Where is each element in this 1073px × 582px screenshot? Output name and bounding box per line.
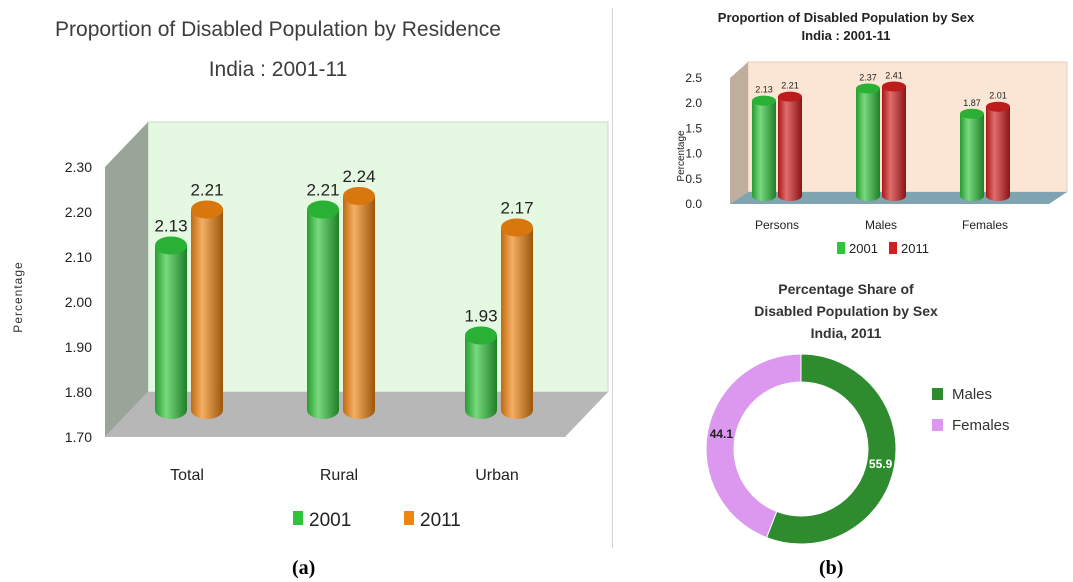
legend-swatch-2011	[404, 511, 414, 525]
y-tick-label: 2.10	[65, 249, 92, 265]
chart-residence-svg: Proportion of Disabled Population by Res…	[11, 18, 609, 531]
bar-females-2011	[986, 101, 1010, 201]
chart-title: Proportion of Disabled Population by Sex	[718, 10, 975, 25]
bar-persons-2001	[752, 95, 776, 201]
chart-subtitle: India : 2001-11	[802, 28, 891, 43]
legend-label-2011: 2011	[420, 510, 461, 531]
y-tick-label: 1.90	[65, 339, 92, 355]
category-label: Females	[962, 218, 1008, 232]
chart-sex: Proportion of Disabled Population by Sex…	[662, 0, 1073, 265]
y-tick-label: 1.70	[65, 429, 92, 445]
y-tick-label: 1.80	[65, 384, 92, 400]
chart-donut-svg: Percentage Share of Disabled Population …	[705, 281, 1010, 545]
slice-males	[765, 353, 897, 545]
chart-title-line-2: Disabled Population by Sex	[754, 303, 938, 319]
legend-label-2001: 2001	[849, 241, 878, 256]
y-tick-label: 0.0	[685, 197, 702, 211]
data-label: 2.21	[306, 181, 339, 200]
y-tick-label: 1.0	[685, 147, 702, 161]
y-tick-label: 2.20	[65, 204, 92, 220]
chart-title-line-1: Percentage Share of	[778, 281, 914, 297]
chart-sex-svg: Proportion of Disabled Population by Sex…	[676, 10, 1068, 256]
bar-persons-2011	[778, 91, 802, 201]
y-tick-label: 2.00	[65, 294, 92, 310]
data-label: 2.17	[500, 199, 533, 218]
bar-urban-2011	[501, 218, 533, 419]
category-label: Males	[865, 218, 897, 232]
category-label: Urban	[475, 467, 519, 484]
y-tick-label: 2.30	[65, 159, 92, 175]
chart-title: Proportion of Disabled Population by Res…	[55, 18, 501, 41]
bar-females-2001	[960, 108, 984, 201]
legend-swatch-2001	[837, 242, 845, 254]
y-axis-label: Percentage	[676, 130, 687, 182]
y-tick-label: 1.5	[685, 121, 702, 135]
legend-label-2011: 2011	[901, 241, 929, 256]
chart-residence: Proportion of Disabled Population by Res…	[11, 18, 609, 531]
data-label: 2.13	[755, 85, 773, 95]
legend-swatch-2011	[889, 242, 897, 254]
data-label: 2.41	[885, 71, 903, 81]
y-tick-label: 2.0	[685, 96, 702, 110]
caption-b: (b)	[819, 557, 844, 579]
chart-subtitle: India : 2001-11	[209, 58, 348, 81]
side-wall	[105, 122, 148, 437]
chart-title-line-3: India, 2011	[811, 325, 882, 341]
data-label: 1.93	[464, 307, 497, 326]
bar-males-2001	[856, 83, 880, 201]
chart-donut: Percentage Share of Disabled Population …	[662, 268, 1073, 568]
y-tick-label: 0.5	[685, 172, 702, 186]
y-tick-label: 2.5	[685, 71, 702, 85]
panel-divider	[612, 8, 613, 548]
bar-rural-2011	[343, 187, 375, 419]
bar-total-2001	[155, 236, 187, 419]
data-label: 2.21	[190, 181, 223, 200]
bar-urban-2001	[465, 326, 497, 419]
legend-label-males: Males	[952, 386, 992, 403]
legend-label-females: Females	[952, 417, 1010, 434]
category-label: Persons	[755, 218, 799, 232]
legend-swatch-2001	[293, 511, 303, 525]
data-label: 2.21	[781, 81, 799, 91]
side-wall	[730, 62, 748, 204]
data-label: 2.13	[154, 217, 187, 236]
data-label: 2.37	[859, 73, 877, 83]
legend-label-2001: 2001	[309, 510, 351, 531]
legend-swatch-females	[932, 419, 943, 431]
bar-rural-2001	[307, 200, 339, 419]
category-label: Total	[170, 467, 204, 484]
caption-a: (a)	[292, 557, 316, 579]
bar-males-2011	[882, 81, 906, 201]
slice-females	[705, 353, 802, 539]
data-label: 1.87	[963, 98, 981, 108]
bar-total-2011	[191, 200, 223, 419]
data-label: 2.24	[342, 167, 375, 186]
legend-swatch-males	[932, 388, 943, 400]
data-label: 2.01	[989, 91, 1007, 101]
y-axis-label: Percentage	[11, 261, 25, 332]
category-label: Rural	[320, 467, 358, 484]
slice-value-label: 44.1	[710, 427, 734, 441]
slice-value-label: 55.9	[869, 457, 893, 471]
